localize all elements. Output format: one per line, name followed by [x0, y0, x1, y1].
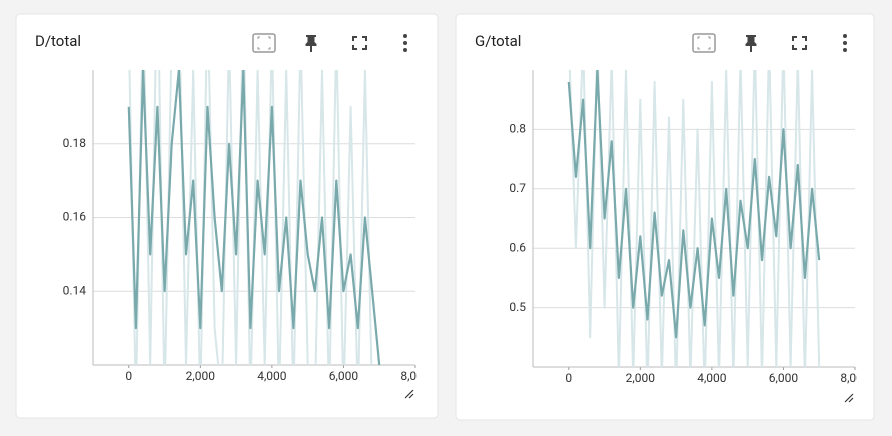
x-tick-label: 8,000: [840, 371, 870, 385]
y-tick-label: 0.18: [63, 136, 87, 150]
plot-area: [127, 70, 381, 365]
tick-labels: 0.5 0.6 0.7 0.8 0 2,000 4,000 6,000 8,000: [509, 122, 870, 386]
chart-title: G/total: [475, 32, 521, 50]
series-line: [567, 70, 821, 339]
y-tick-label: 0.8: [509, 122, 526, 136]
x-tick-label: 2,000: [626, 371, 656, 385]
tick-labels: 0.14 0.16 0.18 0 2,000 4,000 6,000 8,000: [63, 136, 430, 383]
x-tick-label: 0: [125, 369, 132, 383]
x-tick-label: 6,000: [329, 369, 359, 383]
y-tick-label: 0.6: [509, 240, 526, 254]
series-line: [568, 70, 821, 367]
y-tick-label: 0.5: [509, 300, 526, 314]
y-tick-label: 0.16: [63, 210, 87, 224]
x-tick-label: 4,000: [697, 371, 727, 385]
x-tick-label: 0: [565, 371, 572, 385]
x-tick-label: 2,000: [186, 369, 216, 383]
x-tick-label: 4,000: [257, 369, 287, 383]
x-tick-label: 6,000: [769, 371, 799, 385]
y-tick-label: 0.7: [509, 181, 526, 195]
card: [455, 13, 875, 421]
chart-title: D/total: [35, 32, 81, 50]
y-tick-label: 0.14: [63, 283, 87, 297]
card: [15, 13, 439, 419]
plot-area: [567, 70, 821, 367]
x-tick-label: 8,000: [400, 369, 430, 383]
series-line: [127, 70, 381, 365]
